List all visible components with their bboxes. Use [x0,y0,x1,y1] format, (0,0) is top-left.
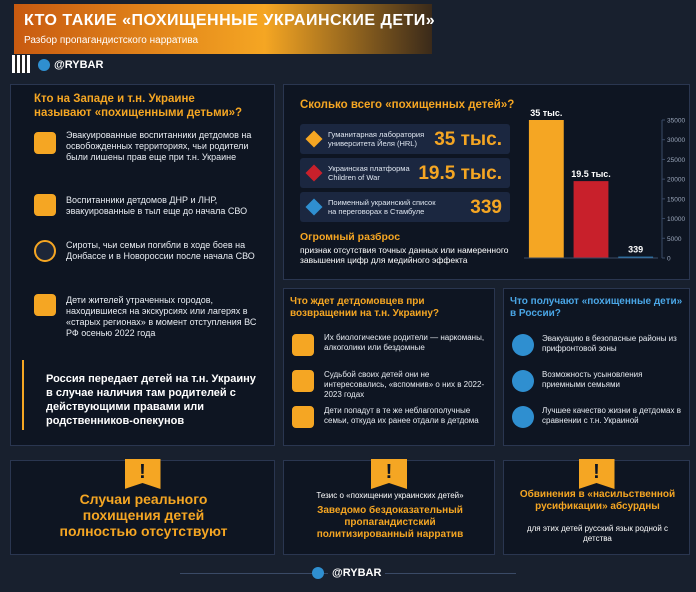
return-item: Судьбой своих детей они не интересовалис… [324,370,485,399]
y-tick-label: 30000 [667,137,685,144]
left-item: Сироты, чьи семьи погибли в ходе боев на… [66,240,255,261]
warning-icon: ! [371,459,407,489]
icon [34,240,56,262]
count-subtitle: Огромный разброс [300,231,401,243]
card-main: Случаи реального похищения детей полност… [59,491,228,539]
marker [305,164,323,182]
card-main: Обвинения в «насильственной русификации»… [519,489,676,512]
y-tick-label: 25000 [667,157,685,164]
title: КТО ТАКИЕ «ПОХИЩЕННЫЕ УКРАИНСКИЕ ДЕТИ» [24,12,436,29]
source-value: 35 тыс. [434,129,502,150]
value-label: 339 [628,245,643,255]
bottom-card: ! Случаи реального похищения детей полно… [10,459,275,555]
bar [528,120,564,258]
card-main: Заведомо бездоказательный пропагандистск… [316,505,464,540]
y-tick-label: 15000 [667,196,685,203]
source-row: Украинская платформа Children of War 19.5… [300,158,510,188]
left-item: Воспитанники детдомов ДНР и ЛНР, эвакуир… [66,195,248,216]
return-title: Что ждет детдомовцев при возвращении на … [290,296,440,319]
accent-line [22,360,24,430]
subtitle: Разбор пропагандистского нарратива [24,35,199,46]
russia-panel [503,288,690,446]
bottom-card: ! Обвинения в «насильственной русификаци… [503,459,690,555]
icon [512,406,534,428]
title-bar [14,4,432,54]
icon [292,406,314,428]
footer-brand: @RYBAR [328,567,386,579]
telegram-icon [312,567,324,579]
left-title: Кто на Западе и т.н. Украине называют «п… [34,93,243,119]
telegram-icon [38,59,50,71]
icon [292,334,314,356]
russia-item: Лучшее качество жизни в детдомах в сравн… [542,406,681,425]
bar [618,256,654,258]
count-note: признак отсутствия точных данных или нам… [300,245,509,265]
y-tick-label: 10000 [667,216,685,223]
value-label: 19.5 тыс. [571,169,611,179]
count-title: Сколько всего «похищенных детей»? [300,99,515,111]
source-name: Украинская платформа Children of War [328,164,410,182]
bar-chart: 0 5000 10000 15000 20000 25000 30000 35000 35 ты… [524,108,685,263]
source-value: 19.5 тыс. [418,163,502,184]
brand: @RYBAR [54,59,104,71]
return-item: Их биологические родители — наркоманы, а… [324,333,485,352]
icon [512,334,534,356]
icon [292,370,314,392]
source-name: Гуманитарная лаборатория университета Йе… [328,130,425,148]
warning-icon: ! [124,459,161,489]
card-sub: для этих детей русский язык родной с дет… [526,524,669,543]
bar [573,181,609,258]
warning-icon: ! [578,459,615,489]
qr-code [12,55,30,73]
source-row: Поименный украинский список на переговор… [300,192,510,222]
y-tick-label: 35000 [667,118,685,125]
icon [34,132,56,154]
russia-title: Что получают «похищенные дети» в России? [510,296,683,319]
icon [34,294,56,316]
source-name: Поименный украинский список на переговор… [328,198,436,216]
russia-item: Возможность усыновления приемными семьям… [542,370,643,389]
y-tick-label: 5000 [667,236,682,243]
left-item: Дети жителей утраченных городов, находив… [66,295,257,338]
icon [512,370,534,392]
return-item: Дети попадут в те же неблагополучные сем… [324,406,479,425]
source-row: Гуманитарная лаборатория университета Йе… [300,124,510,154]
card-label: Тезис о «похищении украинских детей» [316,491,464,500]
y-tick-label: 20000 [667,177,685,184]
left-item: Эвакуированные воспитанники детдомов на … [66,130,252,162]
y-tick-label: 0 [667,256,671,263]
marker [305,198,323,216]
value-label: 35 тыс. [530,108,562,118]
conclusion: Россия передает детей на т.н. Украину в … [46,373,256,427]
bottom-card: ! Тезис о «похищении украинских детей» З… [283,459,495,555]
return-panel [283,288,495,446]
icon [34,194,56,216]
russia-item: Эвакуацию в безопасные районы из прифрон… [542,334,677,353]
source-value: 339 [470,197,502,218]
marker [305,130,323,148]
